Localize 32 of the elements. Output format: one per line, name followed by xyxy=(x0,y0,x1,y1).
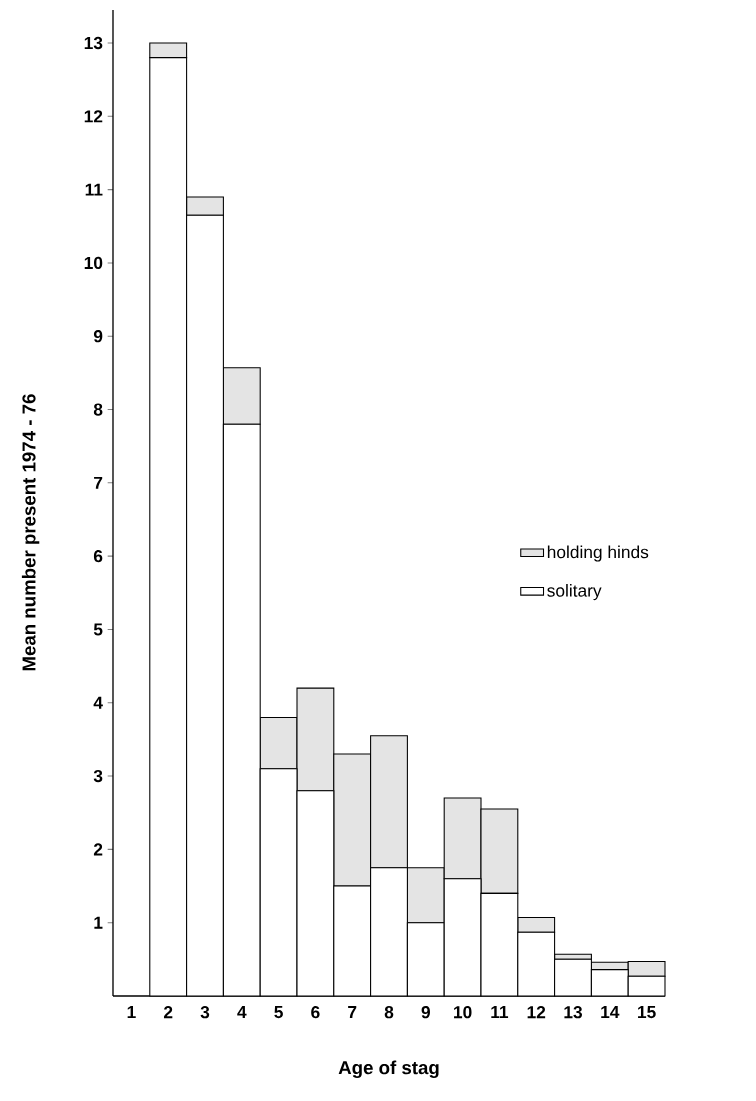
x-tick-label: 1 xyxy=(127,1006,136,1018)
x-tick-label: 8 xyxy=(384,1006,394,1019)
x-tick-label: 7 xyxy=(348,1006,357,1018)
y-tick-label: 4 xyxy=(93,696,103,709)
y-tick-label: 9 xyxy=(93,330,103,343)
x-tick-label: 14 xyxy=(601,1006,620,1018)
y-tick-label: 3 xyxy=(93,769,103,783)
x-tick-label: 9 xyxy=(421,1006,430,1019)
legend-label: solitary xyxy=(547,584,602,601)
x-tick-label: 5 xyxy=(274,1006,283,1019)
x-tick-label: 12 xyxy=(527,1006,546,1019)
x-tick-label: 13 xyxy=(564,1006,583,1019)
x-tick-label: 10 xyxy=(454,1006,472,1019)
x-axis-title: Age of stag xyxy=(338,1060,439,1079)
y-tick-label: 7 xyxy=(94,476,103,489)
y-tick-label: 6 xyxy=(93,550,103,563)
x-tick-label: 6 xyxy=(311,1006,320,1019)
legend-label: holding hinds xyxy=(547,545,649,562)
y-tick-label: 12 xyxy=(84,110,103,123)
y-tick-label: 13 xyxy=(84,36,103,50)
y-tick-label: 8 xyxy=(93,403,103,416)
x-tick-label: 3 xyxy=(200,1006,210,1019)
y-tick-label: 10 xyxy=(84,256,103,270)
x-tick-label: 15 xyxy=(638,1006,656,1019)
y-tick-label: 5 xyxy=(93,623,103,636)
y-tick-label: 2 xyxy=(93,843,103,856)
x-tick-label: 4 xyxy=(237,1006,247,1018)
y-tick-label: 11 xyxy=(85,183,103,196)
x-tick-label: 11 xyxy=(491,1006,509,1018)
y-axis-title: Mean number present 1974 - 76 xyxy=(21,394,40,671)
x-tick-label: 2 xyxy=(163,1006,173,1019)
y-tick-label: 1 xyxy=(94,916,103,929)
